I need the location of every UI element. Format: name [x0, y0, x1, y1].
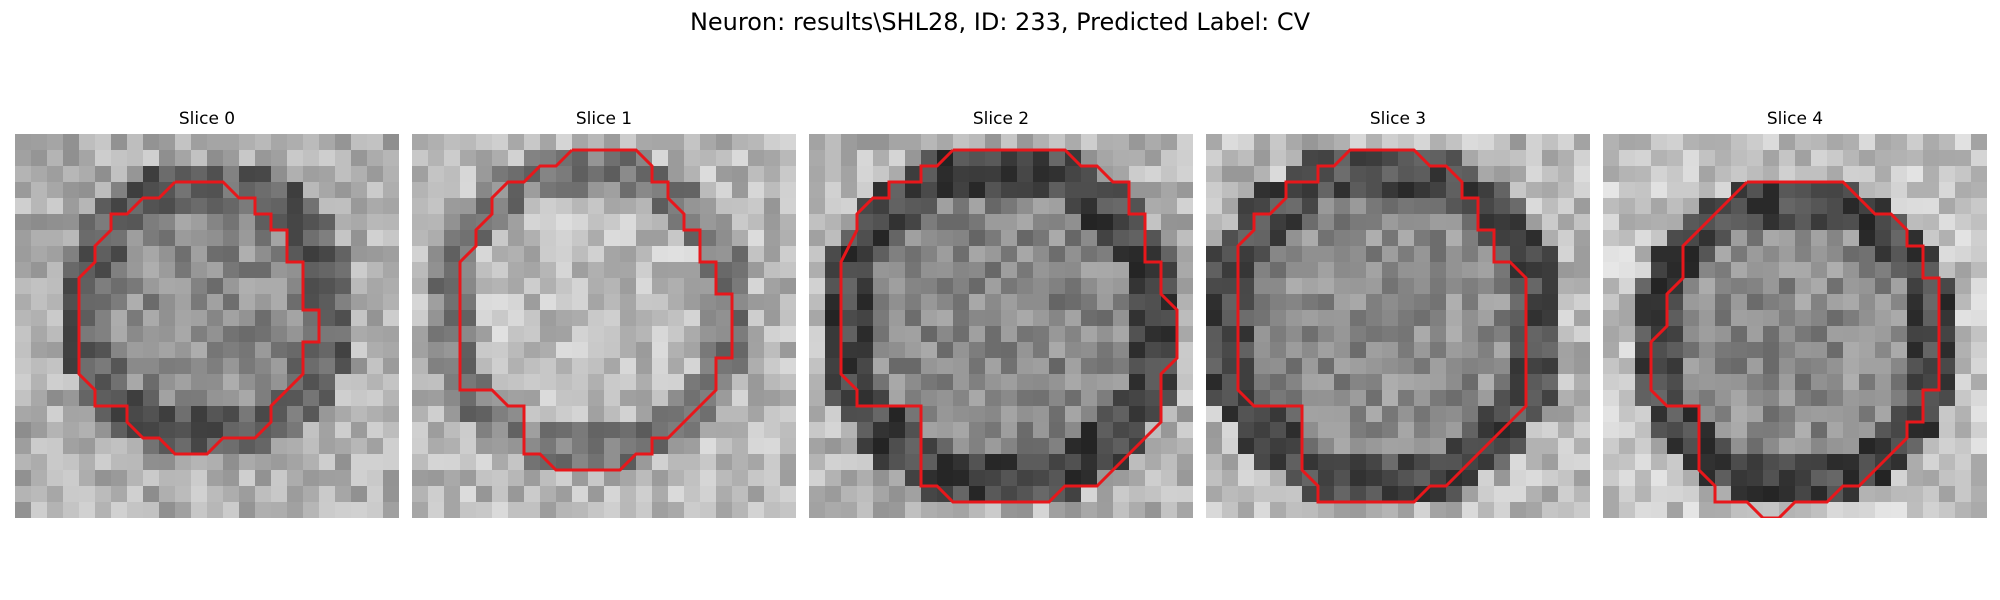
slice-title: Slice 0 [178, 109, 236, 129]
slice-panel-0: Slice 0 [15, 108, 399, 518]
slice-image [1603, 134, 1987, 518]
neuron-contour [1236, 148, 1528, 504]
slice-title: Slice 2 [972, 109, 1030, 129]
grayscale-pixel-grid [412, 134, 796, 518]
grayscale-pixel-grid [1206, 134, 1590, 518]
figure-title: Neuron: results\SHL28, ID: 233, Predicte… [689, 8, 1311, 36]
slice-image [15, 134, 399, 518]
slice-panel-2: Slice 2 [809, 108, 1193, 518]
neuron-contour [839, 148, 1179, 504]
grayscale-pixel-grid [809, 134, 1193, 518]
slice-image [809, 134, 1193, 518]
slice-panel-3: Slice 3 [1206, 108, 1590, 518]
slice-panel-1: Slice 1 [412, 108, 796, 518]
neuron-contour [77, 180, 321, 456]
slice-image [412, 134, 796, 518]
slice-title: Slice 4 [1766, 109, 1824, 129]
grayscale-pixel-grid [1603, 134, 1987, 518]
slice-title: Slice 1 [575, 109, 633, 129]
slice-title: Slice 3 [1369, 109, 1427, 129]
neuron-contour [458, 148, 734, 472]
slice-image [1206, 134, 1590, 518]
neuron-contour [1649, 180, 1941, 518]
slice-panel-4: Slice 4 [1603, 108, 1987, 518]
grayscale-pixel-grid [15, 134, 399, 518]
